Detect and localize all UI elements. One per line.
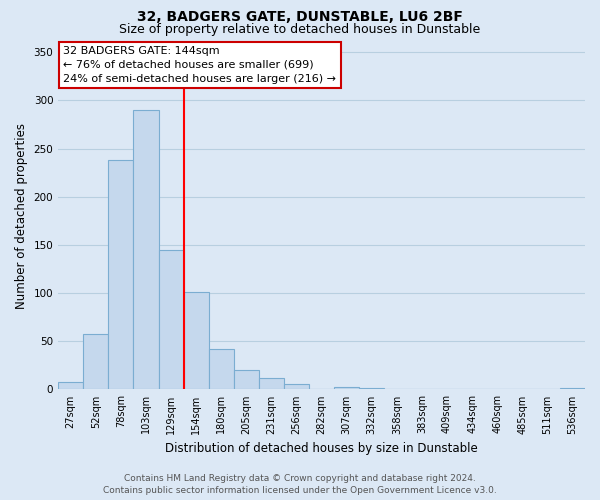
X-axis label: Distribution of detached houses by size in Dunstable: Distribution of detached houses by size … (165, 442, 478, 455)
Y-axis label: Number of detached properties: Number of detached properties (15, 123, 28, 309)
Text: Size of property relative to detached houses in Dunstable: Size of property relative to detached ho… (119, 22, 481, 36)
Bar (560, 388, 585, 390)
Bar (109, 160, 133, 390)
Bar (158, 250, 184, 390)
Bar (133, 110, 158, 390)
Text: 32, BADGERS GATE, DUNSTABLE, LU6 2BF: 32, BADGERS GATE, DUNSTABLE, LU6 2BF (137, 10, 463, 24)
Text: 32 BADGERS GATE: 144sqm
← 76% of detached houses are smaller (699)
24% of semi-d: 32 BADGERS GATE: 144sqm ← 76% of detache… (64, 46, 337, 84)
Bar (58, 382, 83, 390)
Bar (259, 378, 284, 390)
Bar (83, 334, 109, 390)
Bar (184, 292, 209, 390)
Bar (359, 388, 385, 390)
Text: Contains HM Land Registry data © Crown copyright and database right 2024.
Contai: Contains HM Land Registry data © Crown c… (103, 474, 497, 495)
Bar (234, 370, 259, 390)
Bar (334, 386, 359, 390)
Bar (284, 384, 309, 390)
Bar (209, 349, 234, 390)
